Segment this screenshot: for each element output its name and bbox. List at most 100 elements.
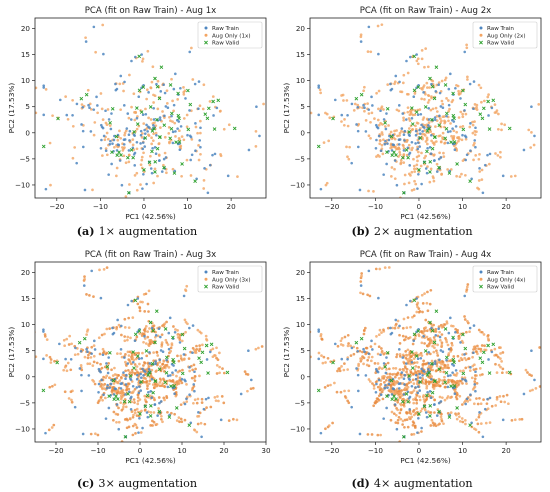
raw-train-point xyxy=(111,142,114,145)
aug-point xyxy=(409,380,413,384)
aug-point xyxy=(432,387,436,390)
aug-point xyxy=(131,143,135,147)
legend-entry-label: Raw Valid xyxy=(487,41,514,47)
aug-point xyxy=(191,78,195,81)
aug-point xyxy=(381,133,384,136)
aug-point xyxy=(380,347,383,350)
aug-point xyxy=(196,131,199,135)
aug-point xyxy=(394,446,397,449)
aug-point xyxy=(397,146,400,150)
raw-valid-point xyxy=(418,380,423,384)
aug-point xyxy=(402,116,405,120)
aug-point xyxy=(196,415,199,418)
aug-point xyxy=(151,139,155,143)
aug-point xyxy=(66,361,70,365)
caption-text: 3× augmentation xyxy=(98,477,197,490)
raw-train-point xyxy=(127,149,131,152)
aug-point xyxy=(509,175,513,178)
aug-point xyxy=(386,326,390,330)
aug-point xyxy=(343,389,346,393)
raw-train-point xyxy=(408,408,412,411)
raw-train-point xyxy=(454,369,458,372)
raw-train-point xyxy=(126,303,130,307)
y-tick-label: 20 xyxy=(296,268,306,277)
raw-valid-point xyxy=(461,88,465,93)
aug-point xyxy=(370,355,374,359)
raw-train-point xyxy=(451,127,454,130)
aug-point xyxy=(384,378,388,382)
raw-train-point xyxy=(425,171,429,175)
x-tick-label: −10 xyxy=(368,446,384,455)
plot-frame xyxy=(34,261,267,443)
raw-train-point xyxy=(106,371,110,375)
aug-point xyxy=(366,50,370,54)
x-tick-label: 0 xyxy=(138,446,143,455)
aug-point xyxy=(136,302,140,306)
aug-point xyxy=(157,142,161,146)
raw-train-point xyxy=(154,360,157,363)
raw-train-point xyxy=(131,384,135,388)
raw-train-point xyxy=(58,342,61,346)
raw-train-point xyxy=(208,163,212,167)
aug-point xyxy=(461,353,464,356)
aug-point xyxy=(482,333,486,336)
aug-point xyxy=(471,364,475,368)
aug-point xyxy=(328,116,332,120)
raw-train-point xyxy=(317,84,321,87)
raw-train-point xyxy=(427,350,431,354)
aug-point xyxy=(124,405,128,409)
raw-train-point xyxy=(147,368,151,371)
aug-point xyxy=(412,413,416,417)
raw-train-point xyxy=(358,188,362,192)
aug-point xyxy=(402,154,405,157)
aug-point xyxy=(422,359,425,363)
aug-point xyxy=(199,131,202,135)
raw-train-point xyxy=(158,118,162,122)
aug-point xyxy=(138,398,142,401)
aug-point xyxy=(361,292,365,296)
raw-valid-point xyxy=(197,356,201,360)
aug-point xyxy=(163,369,166,373)
aug-point xyxy=(420,97,423,101)
aug-point xyxy=(425,81,429,85)
aug-point xyxy=(193,379,197,383)
aug-point xyxy=(180,420,184,424)
aug-point xyxy=(416,369,420,373)
raw-train-point xyxy=(340,113,344,117)
aug-point xyxy=(419,409,423,413)
figure-caption: (c) 3× augmentation xyxy=(77,476,197,490)
raw-valid-point xyxy=(445,355,449,360)
aug-point xyxy=(339,339,343,343)
aug-point xyxy=(101,398,104,402)
raw-valid-point xyxy=(452,360,456,365)
aug-point xyxy=(92,133,96,137)
raw-train-point xyxy=(102,134,106,138)
raw-train-point xyxy=(363,350,366,354)
x-tick-label: −10 xyxy=(90,446,106,455)
aug-point xyxy=(111,374,115,378)
raw-train-point xyxy=(154,334,158,337)
aug-point xyxy=(392,412,396,416)
raw-train-point xyxy=(199,126,202,130)
raw-train-point xyxy=(75,102,79,106)
raw-train-point xyxy=(414,133,418,137)
aug-point xyxy=(414,365,418,368)
aug-point xyxy=(395,355,398,359)
aug-point xyxy=(439,323,443,327)
aug-point xyxy=(421,376,424,380)
aug-point xyxy=(105,266,109,270)
raw-train-point xyxy=(433,360,437,363)
aug-point xyxy=(455,83,458,87)
raw-train-point xyxy=(118,159,122,162)
raw-train-point xyxy=(162,83,165,87)
raw-train-point xyxy=(250,378,253,382)
raw-train-point xyxy=(163,114,166,118)
aug-point xyxy=(401,419,405,423)
aug-point xyxy=(440,341,444,345)
aug-point xyxy=(463,315,466,318)
aug-point xyxy=(436,354,440,357)
raw-valid-point xyxy=(152,126,156,131)
aug-point xyxy=(429,167,433,171)
aug-point xyxy=(148,327,151,330)
aug-point xyxy=(534,387,538,390)
